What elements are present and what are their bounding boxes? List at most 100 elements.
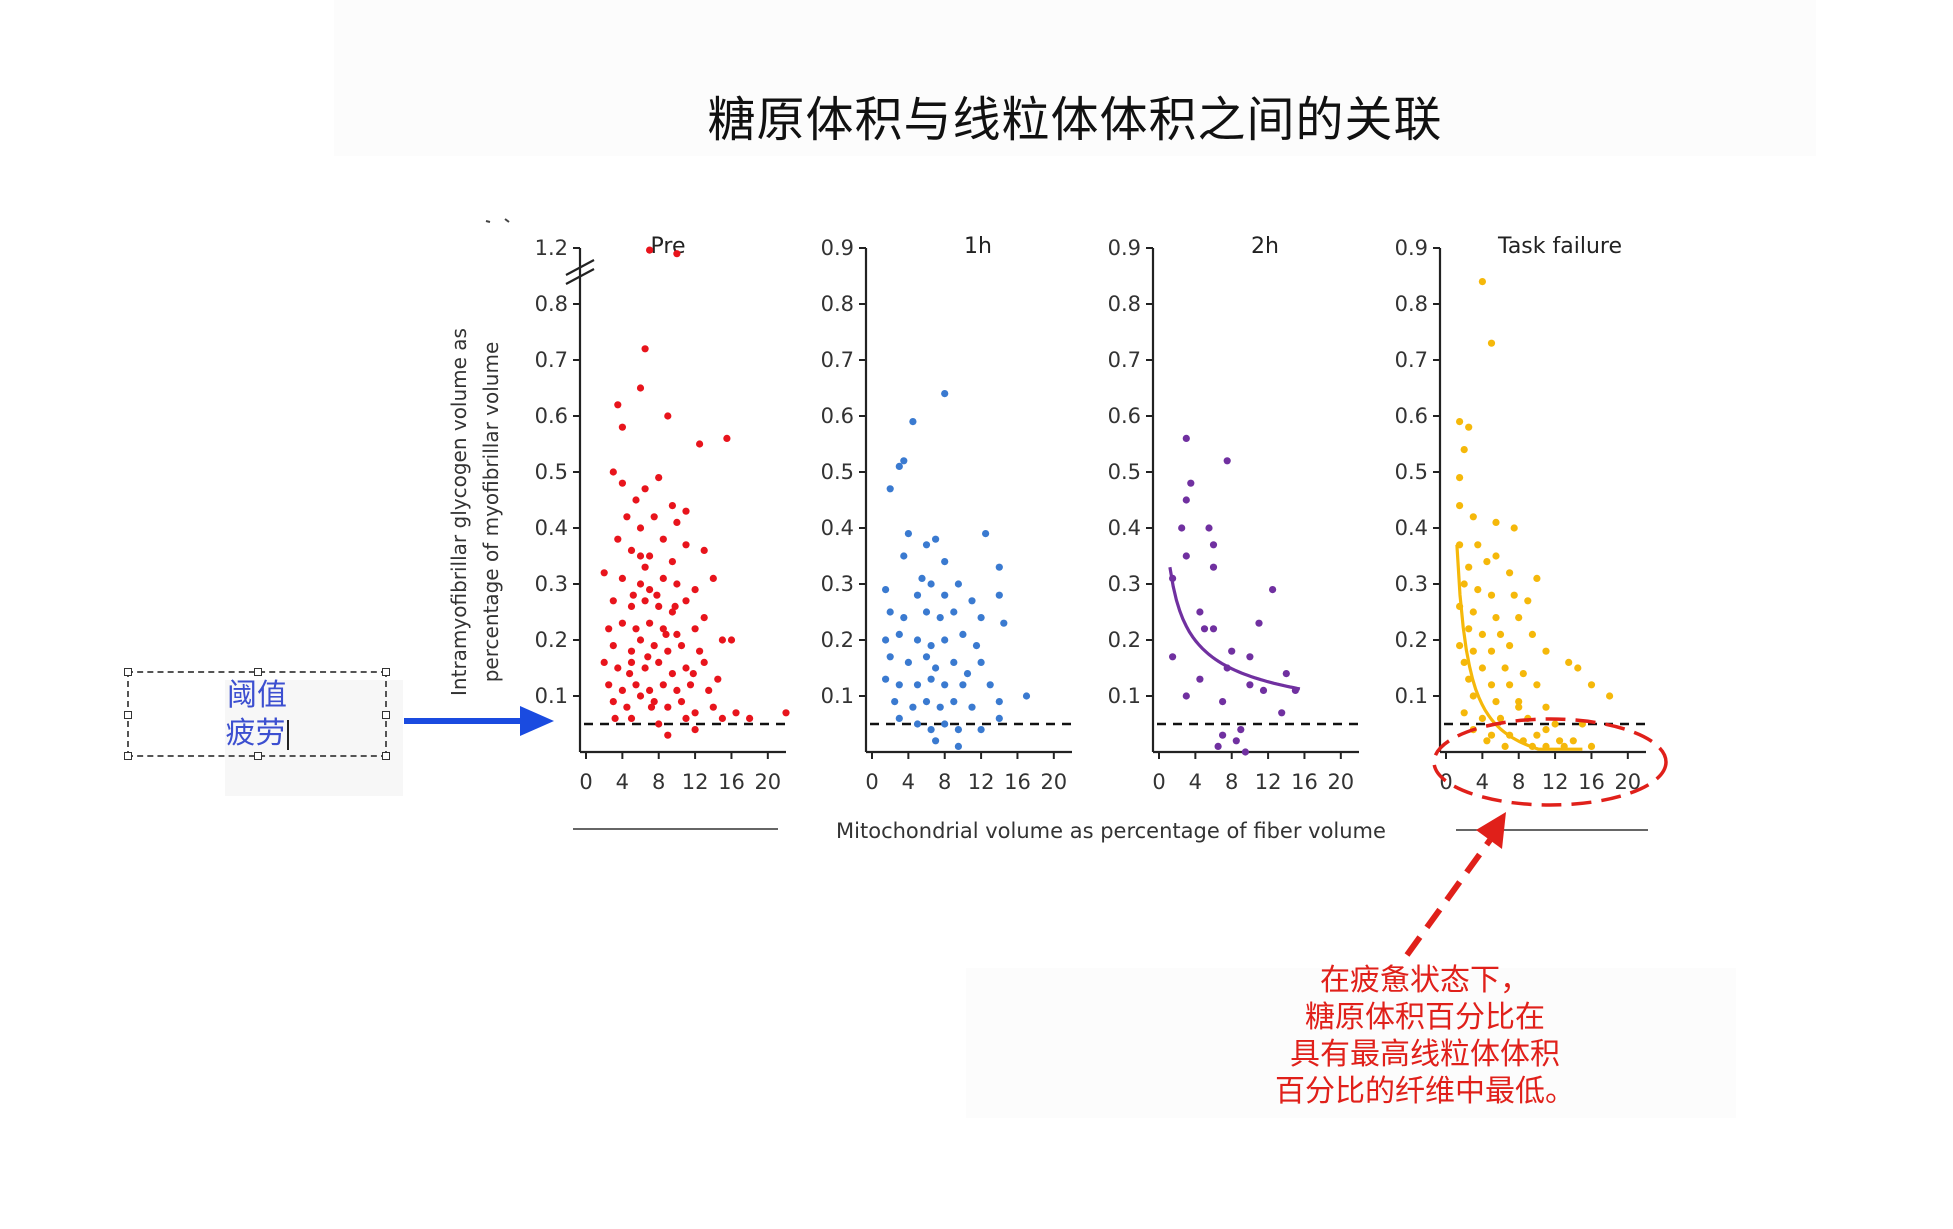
resize-handle-bottom-right[interactable] (382, 752, 390, 760)
data-point-0 (673, 518, 681, 527)
data-point-2 (1278, 709, 1286, 717)
y-tick-label-0: 0.7 (535, 348, 568, 372)
y-tick-label-0: 0.6 (535, 404, 568, 428)
data-point-3 (1606, 692, 1614, 700)
textbox-text[interactable]: 阈值 疲劳 (129, 677, 385, 753)
data-point-1 (904, 658, 913, 667)
data-point-1 (913, 636, 922, 644)
data-point-0 (664, 731, 672, 739)
data-point-0 (664, 412, 672, 420)
data-point-0 (659, 535, 667, 543)
data-point-0 (609, 597, 617, 605)
x-tick-label-0: 8 (652, 770, 665, 794)
data-point-0 (632, 681, 640, 689)
data-point-1 (927, 580, 935, 588)
data-point-3 (1496, 714, 1505, 723)
data-point-0 (609, 642, 617, 650)
data-point-3 (1465, 563, 1473, 571)
y-tick-label-3: 0.6 (1395, 404, 1428, 428)
data-point-1 (913, 681, 922, 689)
data-point-3 (1474, 586, 1482, 594)
x-tick-label-2: 8 (1225, 770, 1238, 794)
data-point-1 (972, 642, 981, 650)
y-tick-label-0: 1.2 (535, 236, 568, 260)
data-point-0 (677, 642, 686, 650)
x-tick-label-0: 12 (682, 770, 709, 794)
data-point-0 (782, 709, 790, 717)
data-point-1 (995, 714, 1003, 723)
x-tick-label-2: 4 (1189, 770, 1202, 794)
resize-handle-right[interactable] (382, 711, 390, 719)
data-point-0 (636, 636, 645, 644)
y-tick-label-0: 0.5 (535, 460, 568, 484)
data-point-1 (913, 591, 922, 599)
y-tick-label-3: 0.8 (1395, 292, 1428, 316)
data-point-0 (618, 423, 627, 431)
data-point-1 (909, 703, 917, 711)
resize-handle-bottom[interactable] (254, 752, 262, 760)
data-point-3 (1478, 630, 1486, 639)
data-point-3 (1465, 625, 1473, 633)
x-tick-label-1: 12 (968, 770, 995, 794)
data-point-3 (1524, 597, 1532, 605)
y-tick-label-1: 0.7 (821, 348, 854, 372)
resize-handle-top-left[interactable] (124, 668, 132, 676)
threshold-textbox[interactable]: 阈值 疲劳 (124, 668, 390, 760)
data-point-0 (655, 658, 663, 667)
data-point-2 (1182, 434, 1190, 442)
data-point-2 (1187, 479, 1195, 487)
data-point-1 (982, 530, 990, 538)
resize-handle-bottom-left[interactable] (124, 752, 132, 760)
data-point-1 (922, 653, 931, 661)
data-point-3 (1569, 737, 1577, 745)
data-point-0 (659, 625, 667, 633)
data-point-0 (623, 703, 631, 711)
data-point-1 (977, 726, 985, 734)
trend-curve-2 (1168, 566, 1301, 691)
data-point-3 (1483, 558, 1491, 566)
resize-handle-top-right[interactable] (382, 668, 390, 676)
data-point-0 (636, 384, 645, 392)
data-point-0 (727, 636, 736, 644)
data-point-0 (668, 670, 677, 678)
data-point-0 (682, 597, 690, 605)
data-point-3 (1456, 418, 1464, 426)
data-point-0 (614, 401, 622, 409)
data-point-2 (1205, 524, 1213, 532)
data-point-0 (673, 686, 681, 695)
data-point-1 (909, 418, 917, 426)
data-point-0 (718, 714, 727, 723)
data-point-3 (1510, 591, 1518, 599)
data-point-1 (886, 485, 894, 493)
data-point-1 (932, 664, 940, 672)
data-point-3 (1506, 681, 1514, 689)
y-tick-label-3: 0.2 (1395, 628, 1428, 652)
data-point-3 (1515, 703, 1523, 711)
data-point-1 (904, 530, 913, 538)
data-point-0 (627, 658, 636, 667)
y-tick-label-2: 0.6 (1108, 404, 1141, 428)
data-point-0 (600, 658, 608, 667)
data-point-2 (1209, 541, 1218, 549)
data-point-1 (927, 675, 935, 683)
data-point-0 (696, 440, 704, 448)
data-point-3 (1519, 670, 1527, 678)
y-tick-label-2: 0.9 (1108, 236, 1141, 260)
data-point-1 (954, 726, 963, 734)
data-point-1 (927, 726, 935, 734)
data-point-2 (1214, 742, 1222, 751)
data-point-0 (641, 664, 649, 672)
data-point-0 (662, 630, 670, 639)
data-point-3 (1515, 614, 1523, 622)
data-point-3 (1492, 698, 1500, 706)
data-point-0 (611, 714, 619, 723)
data-point-0 (650, 642, 658, 650)
data-point-2 (1246, 653, 1254, 661)
resize-handle-top[interactable] (254, 668, 262, 676)
data-point-3 (1492, 518, 1500, 527)
data-point-0 (671, 602, 679, 611)
data-point-1 (927, 642, 935, 650)
resize-handle-left[interactable] (124, 711, 132, 719)
data-point-1 (941, 636, 949, 644)
y-tick-label-0: 0.2 (535, 628, 568, 652)
